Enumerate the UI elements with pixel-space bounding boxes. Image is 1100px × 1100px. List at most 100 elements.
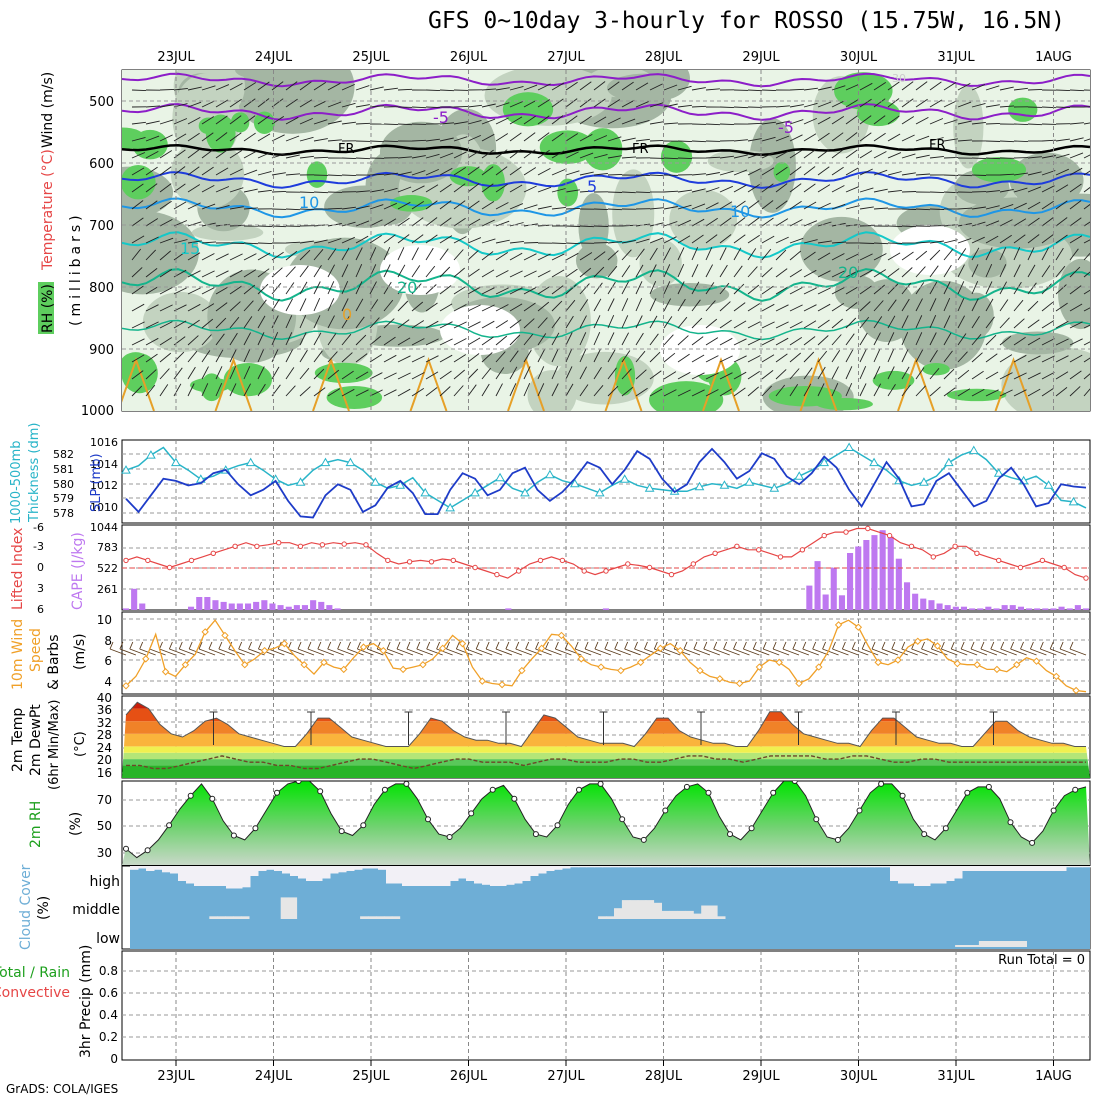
li-point [537,557,544,564]
wind10m-barb-flag [594,641,599,650]
wind-barb [985,140,1001,142]
wind-barb [201,203,216,210]
wind-barb [607,191,623,193]
wind-barb [579,152,594,159]
cloud-middle-bar [677,910,686,919]
wind-barb [845,286,859,295]
wind-barb [257,98,270,108]
wind-barb [481,269,495,278]
wind10m-barb [119,648,137,656]
wind-barb [943,298,951,312]
wind-barb [509,166,522,176]
wind10m-barb-flag [515,641,520,650]
wind-barb [579,190,595,193]
cloud-high-gap [618,866,627,868]
wind10m-barb-flag [861,641,866,650]
wind-barb [523,84,538,91]
wind-barb [145,236,159,244]
cloud-high-gap [130,866,139,870]
wind-barb [299,367,310,380]
wind-barb [817,202,831,210]
wind-barb [1013,336,1026,346]
wind-barb [663,281,671,295]
wind-barb [537,186,552,193]
wind-barb [579,81,592,91]
wind10m-barb [862,648,879,656]
cape-bar [952,606,959,610]
contour-minus10 [122,72,1090,88]
wind-barb [915,241,931,244]
cloud-high-gap [634,866,643,868]
wind-barb [481,219,495,227]
cloud-high-gap [970,866,979,871]
wind-barb [691,188,706,193]
thick-tick-581: 581 [53,463,74,476]
wind-barb [803,149,816,159]
wind-barb [817,166,830,176]
cloud-middle-bar [233,916,242,919]
wind-barb [1027,247,1035,261]
wind-barb [789,88,805,91]
wind-barb [537,99,551,108]
wind-barb [299,117,313,125]
wind-barb [915,208,931,211]
wind-barb [1013,172,1028,176]
temp-tick-24: 24 [97,741,112,755]
wind-barb [397,123,413,126]
wind-barb [957,174,973,177]
wind-barb [285,208,301,211]
wind-barb [565,170,580,176]
wind-barb [145,120,160,125]
wind10m-barb-flag [802,641,807,650]
wind-barb [621,191,637,194]
wind-barb [929,368,940,380]
wind-barb [439,321,453,329]
wind-barb [187,149,200,159]
cloud-high-gap [986,866,995,871]
wind-barb [453,321,467,329]
rh-blob [555,351,654,405]
wind10m-barb-flag [386,641,391,650]
wind-barb [341,333,352,346]
wind-barb [1055,247,1064,261]
wind10m-barb-flag [485,641,490,650]
cape-bar [847,553,854,610]
cloud-high-gap [466,866,475,881]
cloud-middle-bar [693,913,702,919]
wind-barb [775,218,789,227]
wind-barb [285,266,296,278]
wind-barb [621,350,631,363]
wind-barb [1027,88,1043,91]
wind-barb [593,116,607,125]
wind-barb [1069,248,1079,261]
cloud-high-gap [226,866,235,889]
wind-speed-point [438,644,447,653]
cloud-middle-bar [661,910,670,919]
wind-barb [929,191,945,194]
wind-barb [873,188,888,193]
wind-speed-point [537,644,546,653]
cape-bar [1026,608,1033,610]
wind-barb [593,332,601,346]
wind-barb [565,115,578,125]
wind-barb [831,334,842,346]
wind-barb [943,119,958,125]
wind-barb [565,133,579,142]
rh-green-blob [834,72,893,110]
cloud-low-bar [986,941,996,947]
wind-barb [467,384,477,397]
wind-barb [425,168,439,176]
wind-barb [467,200,480,210]
wind10m-barb [703,648,720,656]
wind-barb [495,87,510,91]
wind-barb [761,338,775,346]
cape-bar [928,600,935,610]
cloud-high-gap [842,866,851,868]
wind-barb [663,84,678,91]
wind-barb [1041,247,1049,261]
li-point [581,568,587,574]
wind-speed-point [735,679,744,688]
wind-barb [691,247,699,261]
wind-barb [607,298,615,312]
wind-barb [1083,289,1090,295]
